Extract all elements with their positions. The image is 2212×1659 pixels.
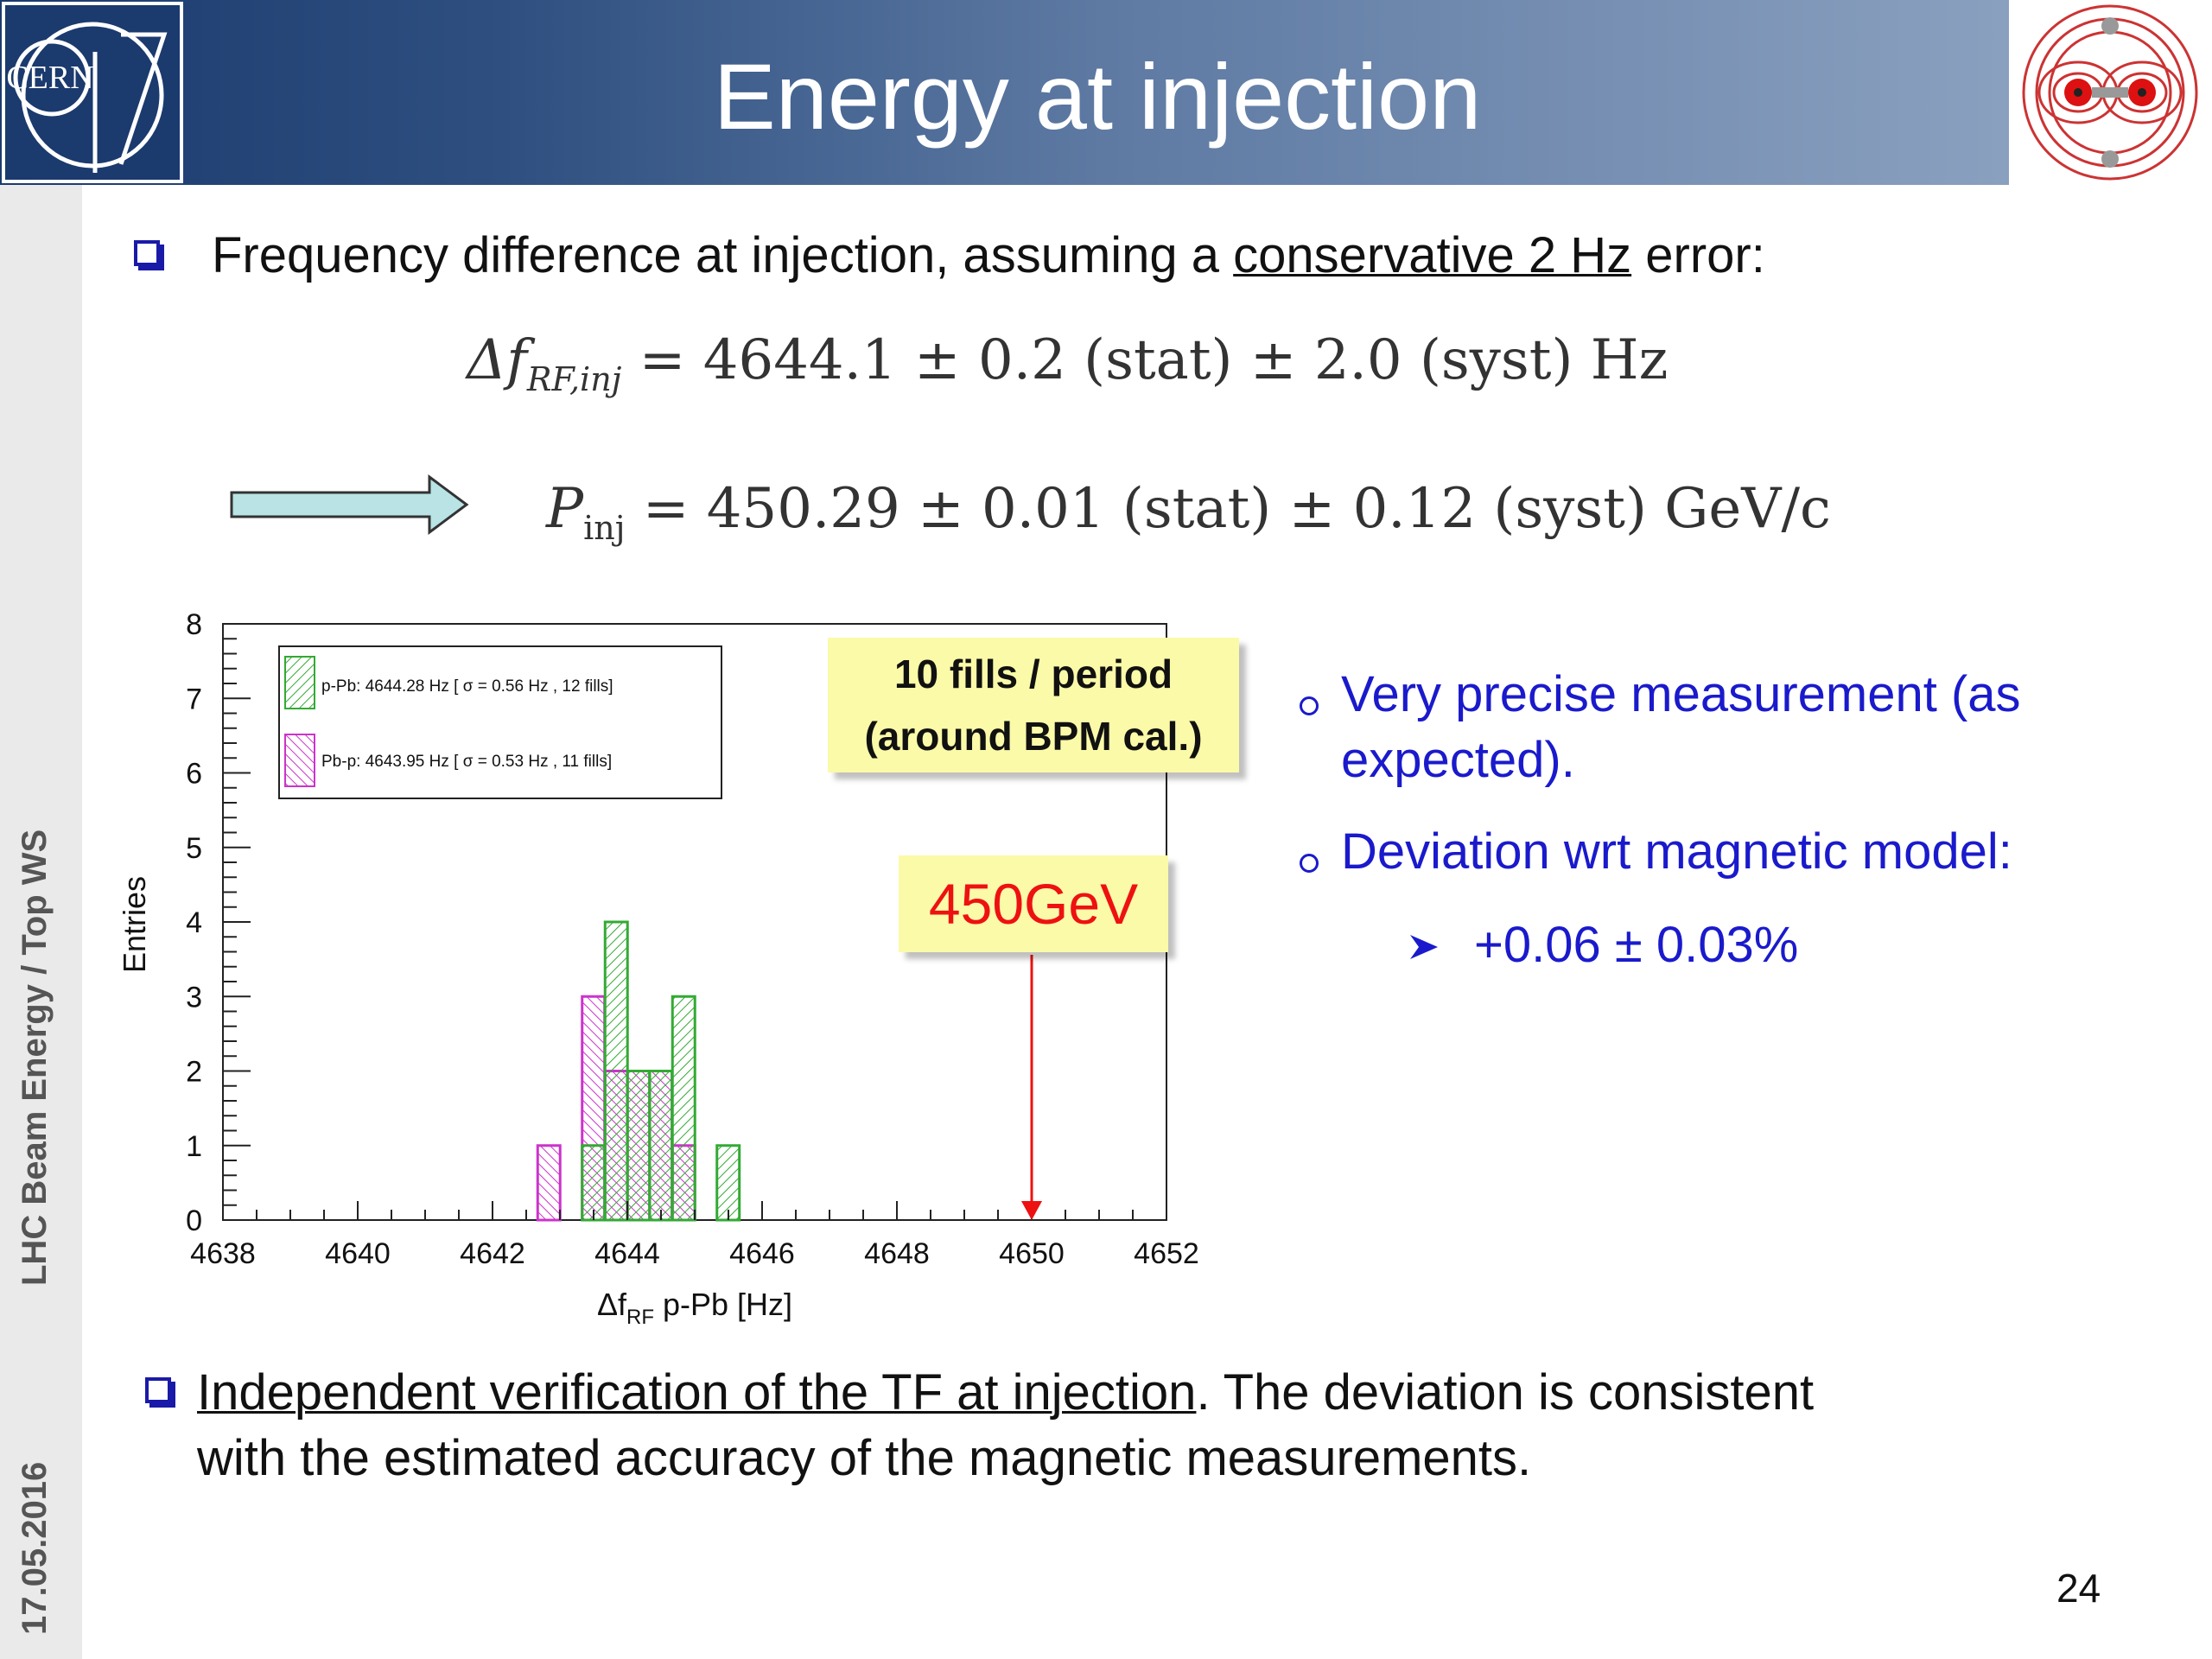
y-tick-label: 6	[186, 758, 202, 791]
arrowhead-bullet-icon	[1410, 935, 1438, 959]
y-tick-label: 1	[186, 1130, 202, 1163]
cern-logo-text: CERN	[6, 60, 93, 96]
bullet-1-underlined: conservative 2 Hz	[1233, 227, 1632, 283]
annotation-fills: 10 fills / period (around BPM cal.)	[828, 638, 1239, 772]
cern-logo: CERN	[2, 2, 183, 183]
lhc-dipole-field-icon	[2009, 0, 2212, 185]
sidebar	[0, 185, 82, 1659]
x-axis-label-main: Δf	[597, 1287, 627, 1322]
equation-frequency: ΔfRF,inj = 4644.1 ± 0.2 (stat) ± 2.0 (sy…	[467, 328, 1668, 398]
x-tick-label: 4648	[864, 1237, 930, 1270]
equation-momentum: Pinj = 450.29 ± 0.01 (stat) ± 0.12 (syst…	[546, 477, 1831, 547]
bar-p-pb	[648, 1070, 674, 1222]
bottom-underlined: Independent verification of the TF at in…	[197, 1364, 1197, 1421]
bar-p-pb	[671, 995, 696, 1222]
y-tick-label: 4	[186, 906, 202, 939]
title-bar: CERN Energy at injection	[0, 0, 2009, 185]
axis-ticks	[222, 623, 1167, 1221]
right-sub-bullet: +0.06 ± 0.03%	[1474, 917, 1799, 973]
legend-swatch-pb-p	[284, 734, 315, 787]
y-tick-label: 0	[186, 1205, 202, 1237]
bar-p-pb	[626, 1070, 652, 1222]
annotation-450gev: 450GeV	[899, 855, 1168, 952]
series-p-pb	[581, 920, 741, 1222]
x-tick-label: 4644	[594, 1237, 660, 1270]
right-bullet-2: Deviation wrt magnetic model:	[1341, 823, 2012, 880]
bar-p-pb	[603, 920, 629, 1222]
y-tick-label: 2	[186, 1056, 202, 1089]
eq2-lhs-sub: inj	[583, 508, 626, 547]
x-axis-label: ΔfRF p-Pb [Hz]	[597, 1287, 792, 1329]
x-tick-label: 4646	[729, 1237, 795, 1270]
annotation-450gev-text: 450GeV	[928, 872, 1139, 936]
eq2-rhs: = 450.29 ± 0.01 (stat) ± 0.12 (syst) GeV…	[642, 477, 1831, 541]
bottom-rest: . The deviation is consistent	[1196, 1364, 1815, 1421]
y-tick-label: 8	[186, 608, 202, 641]
annotation-fills-text: 10 fills / period (around BPM cal.)	[864, 652, 1203, 759]
circle-bullet-icon	[1300, 696, 1319, 715]
axis-tick-labels: 4638 4640 4642 4644 4646 4648 4650 4652 0 1 2 3 4 5 6 7…	[186, 608, 1199, 1270]
legend-box	[278, 645, 722, 799]
y-tick-label: 5	[186, 832, 202, 865]
bullet-1-text: Frequency difference at injection, assum…	[212, 223, 1765, 289]
bar-p-pb	[715, 1144, 741, 1222]
right-bullet-1-line-1: Very precise measurement (as	[1341, 666, 2021, 722]
arrow-450gev-head	[1021, 1201, 1042, 1220]
legend-label-pb-p: Pb-p: 4643.95 Hz [ σ = 0.53 Hz , 11 fill…	[321, 753, 612, 771]
bar-pb-p	[536, 1144, 562, 1222]
legend-label-p-pb: p-Pb: 4644.28 Hz [ σ = 0.56 Hz , 12 fill…	[321, 677, 613, 696]
legend: p-Pb: 4644.28 Hz [ σ = 0.56 Hz , 12 fill…	[278, 645, 722, 799]
eq1-rhs: = 4644.1 ± 0.2 (stat) ± 2.0 (syst) Hz	[639, 328, 1669, 392]
y-tick-label: 7	[186, 683, 202, 715]
x-tick-label: 4650	[999, 1237, 1065, 1270]
legend-swatch-p-pb	[284, 656, 315, 709]
bullet-1-post: error:	[1631, 227, 1765, 283]
bar-p-pb	[581, 1144, 607, 1222]
y-tick-label: 3	[186, 981, 202, 1014]
eq1-lhs-sub: RF,inj	[526, 359, 622, 398]
x-tick-label: 4652	[1134, 1237, 1199, 1270]
bullet-square-icon	[134, 240, 160, 266]
x-axis-label-post: p-Pb [Hz]	[654, 1287, 792, 1322]
bullet-1-pre: Frequency difference at injection, assum…	[212, 227, 1234, 283]
arrow-right-icon	[230, 474, 469, 535]
page-number: 24	[2056, 1566, 2101, 1611]
x-axis-label-sub: RF	[626, 1306, 654, 1329]
page-title: Energy at injection	[713, 44, 1482, 149]
x-tick-label: 4640	[325, 1237, 391, 1270]
y-axis-label: Entries	[117, 876, 152, 973]
right-bullet-1-line-2: expected).	[1341, 732, 1575, 788]
bottom-line-2: with the estimated accuracy of the magne…	[197, 1430, 1532, 1486]
bottom-line-1: Independent verification of the TF at in…	[197, 1360, 1814, 1426]
eq2-lhs: P	[546, 477, 584, 541]
x-tick-label: 4642	[460, 1237, 525, 1270]
x-tick-label: 4638	[190, 1237, 256, 1270]
circle-bullet-icon	[1300, 854, 1319, 873]
bullet-square-icon	[145, 1377, 171, 1403]
eq1-lhs: Δf	[467, 328, 527, 392]
